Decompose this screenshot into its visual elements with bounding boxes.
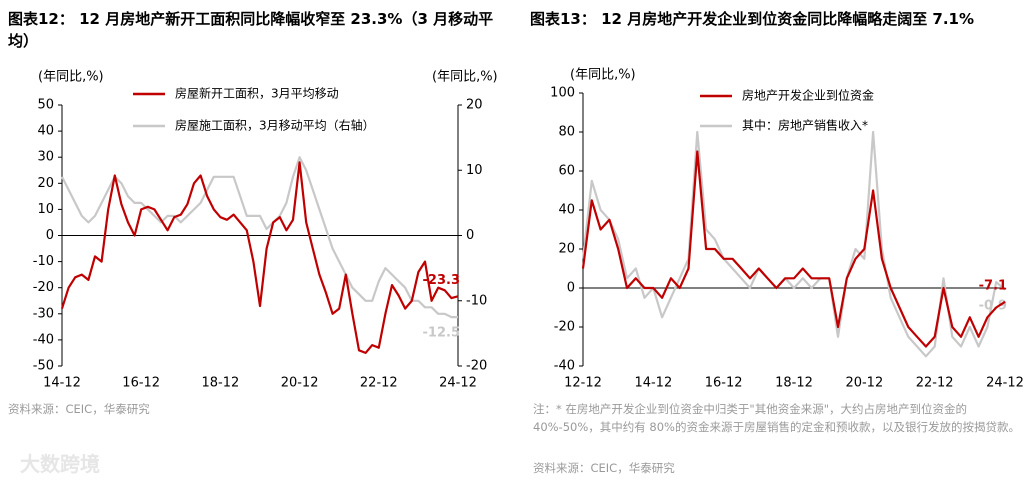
x-tick-label: 18-12	[202, 376, 240, 391]
y-tick-label: -40	[554, 359, 575, 374]
y2-tick-label: -20	[466, 359, 487, 374]
x-tick-label: 18-12	[775, 376, 813, 391]
x-tick-label: 16-12	[705, 376, 743, 391]
y-axis-label: (年同比,%)	[38, 70, 104, 85]
value-label: -7.1	[979, 278, 1007, 293]
legend-label: 其中：房地产销售收入*	[742, 118, 868, 133]
y-tick-label: 60	[558, 164, 575, 179]
y2-tick-label: 20	[466, 98, 483, 113]
y-tick-label: 40	[37, 124, 54, 139]
y-tick-label: -20	[33, 280, 54, 295]
series-line	[60, 161, 459, 354]
y-tick-label: 50	[37, 98, 54, 113]
y-tick-label: 30	[37, 150, 54, 165]
legend-label: 房屋新开工面积，3月平均移动	[175, 86, 339, 101]
legend-label: 房地产开发企业到位资金	[742, 88, 874, 103]
y-tick-label: -30	[33, 306, 54, 321]
source: 资料来源：CEIC，华泰研究	[533, 461, 675, 475]
y-tick-label: 20	[558, 242, 575, 257]
y-tick-label: -10	[33, 254, 54, 269]
x-tick-label: 24-12	[439, 376, 477, 391]
y2-tick-label: 0	[466, 228, 474, 243]
source: 资料来源：CEIC，华泰研究	[8, 402, 150, 416]
chart-title: 图表12： 12 月房地产新开工面积同比降幅收窄至 23.3%（3 月移动平均）	[8, 10, 494, 50]
x-tick-label: 12-12	[564, 376, 602, 391]
y-tick-label: 80	[558, 125, 575, 140]
x-tick-label: 14-12	[634, 376, 672, 391]
series-line	[61, 156, 458, 319]
y-tick-label: -50	[33, 359, 54, 374]
x-tick-label: 20-12	[845, 376, 883, 391]
x-tick-label: 16-12	[122, 376, 160, 391]
legend-label: 房屋施工面积，3月移动平均（右轴）	[175, 118, 375, 133]
y-axis-label: (年同比,%)	[570, 68, 636, 83]
y2-tick-label: -10	[466, 293, 487, 308]
y-tick-label: 20	[37, 176, 54, 191]
value-label: -12.5	[423, 326, 460, 341]
x-tick-label: 22-12	[916, 376, 954, 391]
watermark: 大数跨境	[20, 452, 100, 476]
y-tick-label: 100	[550, 86, 575, 101]
y-tick-label: 0	[567, 281, 575, 296]
series-line	[581, 130, 1006, 358]
series-line	[581, 150, 1006, 348]
y-tick-label: -40	[33, 332, 54, 347]
chart-title: 图表13： 12 月房地产开发企业到位资金同比降幅略走阔至 7.1%	[530, 10, 975, 28]
y-tick-label: 40	[558, 203, 575, 218]
y-tick-label: 10	[37, 202, 54, 217]
y2-tick-label: 10	[466, 163, 483, 178]
note: 注：* 在房地产开发企业到位资金中归类于"其他资金来源"，大约占房地产到位资金的…	[533, 402, 1020, 434]
x-tick-label: 24-12	[986, 376, 1024, 391]
value-label: -23.3	[423, 273, 460, 288]
y-tick-label: 0	[46, 228, 54, 243]
y-tick-label: -20	[554, 320, 575, 335]
x-tick-label: 14-12	[43, 376, 81, 391]
x-tick-label: 22-12	[360, 376, 398, 391]
x-tick-label: 20-12	[281, 376, 319, 391]
value-label: -0.9	[979, 298, 1007, 313]
y2-axis-label: (年同比,%)	[432, 70, 498, 85]
